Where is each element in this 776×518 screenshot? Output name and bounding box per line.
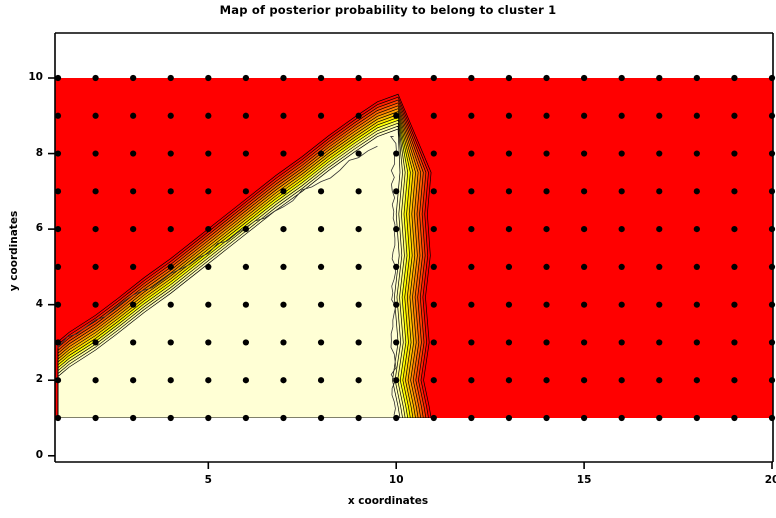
y-tick-label: 8 xyxy=(35,146,43,159)
x-tick-label: 5 xyxy=(204,474,212,486)
y-tick-label: 10 xyxy=(28,71,43,83)
y-tick-label: 2 xyxy=(35,373,43,386)
x-tick-label: 15 xyxy=(576,474,592,486)
y-tick-label: 0 xyxy=(35,448,43,461)
y-tick-label: 4 xyxy=(35,297,43,310)
y-tick-label: 6 xyxy=(35,222,43,235)
axis-lines xyxy=(48,32,774,469)
x-tick-label: 10 xyxy=(388,474,404,486)
posterior-probability-field xyxy=(55,78,773,418)
page-title: Map of posterior probability to belong t… xyxy=(219,3,557,17)
sample-points-grid xyxy=(54,74,776,422)
y-axis-label: y coordinates xyxy=(8,210,20,292)
x-axis-label: x coordinates xyxy=(347,495,429,507)
x-tick-label: 20 xyxy=(764,474,776,486)
